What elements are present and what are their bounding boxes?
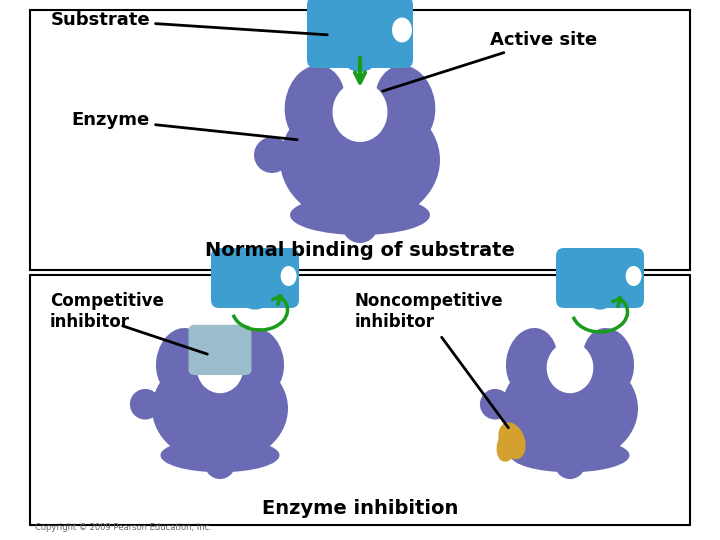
Ellipse shape [280, 95, 440, 225]
Ellipse shape [506, 328, 557, 395]
Ellipse shape [161, 438, 279, 472]
FancyBboxPatch shape [556, 248, 644, 308]
FancyBboxPatch shape [307, 0, 413, 68]
FancyBboxPatch shape [189, 325, 251, 375]
Ellipse shape [546, 342, 593, 393]
Ellipse shape [343, 42, 377, 72]
Ellipse shape [333, 82, 387, 142]
Ellipse shape [510, 438, 629, 472]
Ellipse shape [284, 65, 346, 145]
Ellipse shape [281, 266, 297, 286]
Circle shape [342, 207, 378, 243]
Text: Noncompetitive
inhibitor: Noncompetitive inhibitor [355, 292, 503, 331]
Text: Enzyme: Enzyme [72, 111, 297, 140]
Ellipse shape [241, 286, 269, 309]
Ellipse shape [290, 195, 430, 235]
Ellipse shape [233, 328, 284, 395]
Ellipse shape [586, 286, 614, 309]
Ellipse shape [626, 266, 642, 286]
Ellipse shape [156, 328, 207, 395]
Ellipse shape [152, 353, 288, 464]
Ellipse shape [197, 342, 243, 393]
Ellipse shape [374, 65, 436, 145]
Ellipse shape [498, 422, 526, 459]
Text: Normal binding of substrate: Normal binding of substrate [205, 241, 515, 260]
Circle shape [554, 448, 585, 479]
Ellipse shape [497, 428, 519, 462]
Circle shape [254, 137, 290, 173]
Ellipse shape [582, 328, 634, 395]
Circle shape [204, 448, 235, 479]
Text: Active site: Active site [382, 31, 597, 91]
Circle shape [480, 389, 510, 420]
Circle shape [130, 389, 161, 420]
Bar [30, 275, 690, 525]
Text: Competitive
inhibitor: Competitive inhibitor [50, 292, 164, 331]
FancyBboxPatch shape [211, 248, 299, 308]
Bar [30, 10, 690, 270]
Text: Enzyme inhibition: Enzyme inhibition [262, 499, 458, 518]
Text: Substrate: Substrate [50, 11, 327, 35]
Text: Copyright © 2009 Pearson Education, Inc.: Copyright © 2009 Pearson Education, Inc. [35, 523, 212, 532]
Ellipse shape [502, 353, 638, 464]
Ellipse shape [392, 17, 412, 43]
